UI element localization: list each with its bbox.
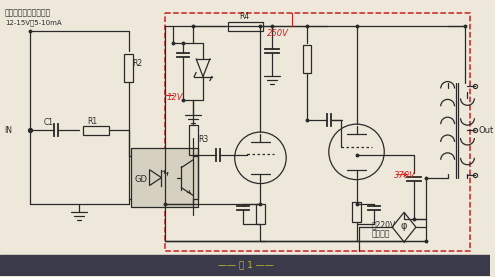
Text: R2: R2 <box>133 59 143 68</box>
Text: IN: IN <box>4 126 12 135</box>
Text: 250V: 250V <box>267 29 289 38</box>
Text: R1: R1 <box>87 117 98 126</box>
Text: GD: GD <box>135 175 148 184</box>
Bar <box>124 54 133 81</box>
Bar <box>165 13 470 251</box>
Text: R4: R4 <box>240 12 250 21</box>
Text: C1: C1 <box>44 118 53 127</box>
Text: 12-15V，5-10mA: 12-15V，5-10mA <box>5 19 61 26</box>
Text: R3: R3 <box>198 135 208 145</box>
Text: 市电输入: 市电输入 <box>371 229 390 238</box>
Bar <box>0 255 490 276</box>
Bar <box>352 202 361 222</box>
Text: 12V: 12V <box>166 93 183 102</box>
Text: 小功率变压器整流输出: 小功率变压器整流输出 <box>5 8 51 17</box>
Text: Out: Out <box>478 125 494 135</box>
Bar <box>228 22 263 30</box>
Text: φ: φ <box>400 221 406 231</box>
Bar <box>302 45 311 73</box>
Bar <box>189 125 198 155</box>
Bar <box>83 126 109 135</box>
Text: ～220V: ～220V <box>371 220 396 229</box>
Text: —— 图 1 ——: —— 图 1 —— <box>218 260 273 269</box>
Bar <box>256 204 265 224</box>
Bar <box>131 148 198 207</box>
Text: 370V: 370V <box>394 171 416 179</box>
